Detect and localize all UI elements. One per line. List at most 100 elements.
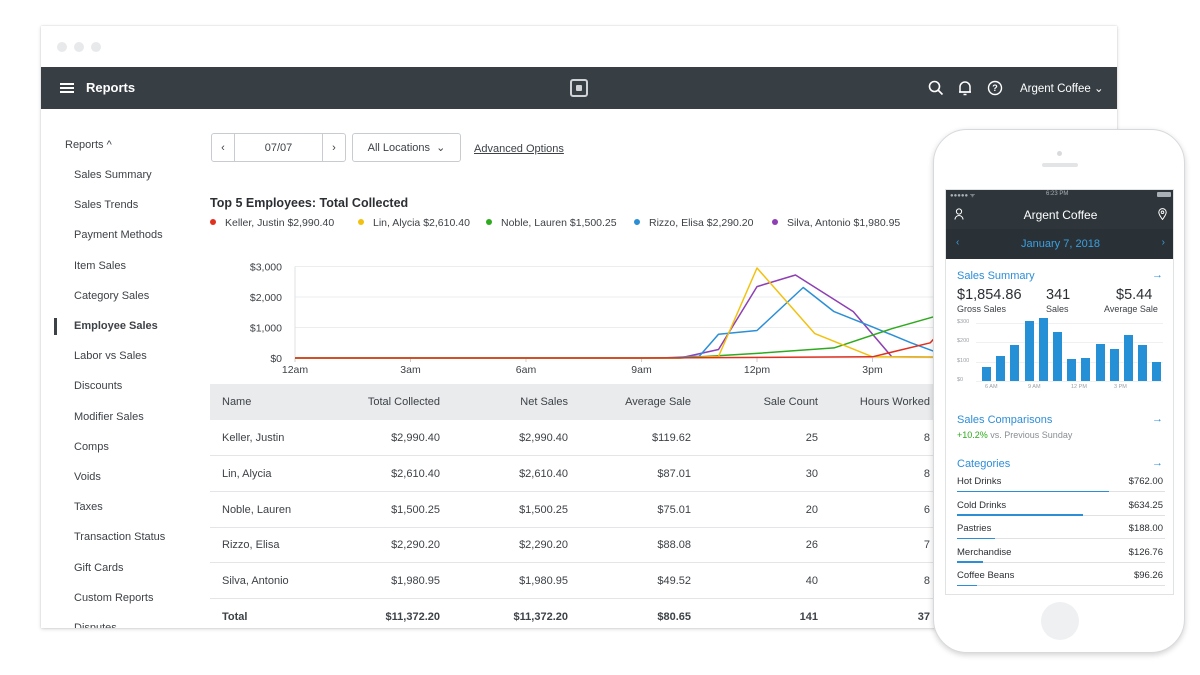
category-label[interactable]: Hot Drinks: [957, 476, 1002, 487]
phone-title: Argent Coffee: [1023, 208, 1098, 222]
status-time: 6:23 PM: [1046, 191, 1069, 197]
table-cell: $2,990.40: [391, 432, 440, 444]
total-cell: 37: [917, 611, 930, 623]
table-row[interactable]: Lin, Alycia $2,610.40 $2,610.40 $87.01 30 8: [210, 456, 970, 492]
phone-bar[interactable]: [1152, 361, 1162, 381]
legend-item[interactable]: Noble, Lauren $1,500.25: [486, 217, 617, 229]
table-row[interactable]: Noble, Lauren $1,500.25 $1,500.25 $75.01 20 6: [210, 492, 970, 528]
category-value: $188.00: [1128, 523, 1163, 534]
sidebar-item-discounts[interactable]: Discounts: [74, 380, 123, 393]
sidebar-item-payment-methods[interactable]: Payment Methods: [74, 229, 163, 242]
sidebar-item-comps[interactable]: Comps: [74, 440, 109, 453]
sidebar-item-transaction-status[interactable]: Transaction Status: [74, 531, 166, 544]
phone-bar[interactable]: [1109, 349, 1119, 381]
sidebar-item-category-sales[interactable]: Category Sales: [74, 289, 150, 302]
sales-comparisons-heading[interactable]: Sales Comparisons: [957, 414, 1053, 426]
legend-label: Keller, Justin $2,990.40: [225, 217, 335, 229]
user-icon[interactable]: [954, 208, 964, 220]
average-sale-label: Average Sale: [1104, 304, 1158, 314]
gross-sales-value: $1,854.86: [957, 287, 1022, 303]
sales-count-value: 341: [1046, 287, 1071, 303]
help-icon[interactable]: ?: [986, 79, 1004, 97]
phone-bar[interactable]: [982, 367, 991, 381]
sidebar-item-voids[interactable]: Voids: [74, 471, 101, 483]
phone-bar[interactable]: [1095, 344, 1105, 381]
sales-summary-heading[interactable]: Sales Summary: [957, 270, 1035, 282]
location-select[interactable]: All Locations ⌄: [352, 133, 461, 162]
legend-item[interactable]: Keller, Justin $2,990.40: [210, 217, 334, 229]
phone-home-button[interactable]: [1041, 602, 1079, 640]
table-total-row: Total $11,372.20 $11,372.20 $80.65 141 37: [210, 599, 970, 628]
phone-bar[interactable]: [1038, 318, 1048, 381]
phone-y-tick-label: $200: [957, 338, 970, 345]
next-date-button[interactable]: ›: [322, 133, 346, 162]
sales-summary-arrow-icon[interactable]: →: [1152, 269, 1163, 281]
category-share-bar: [957, 561, 983, 563]
phone-bar[interactable]: [1138, 345, 1148, 381]
location-pin-icon[interactable]: [1158, 208, 1167, 220]
table-cell: $1,500.25: [519, 503, 568, 516]
legend-item[interactable]: Silva, Antonio $1,980.95: [772, 217, 900, 229]
category-label[interactable]: Merchandise: [957, 546, 1012, 558]
table-row[interactable]: Rizzo, Elisa $2,290.20 $2,290.20 $88.08 26 7: [210, 527, 970, 564]
phone-bar[interactable]: [1010, 345, 1020, 381]
sidebar-item-custom-reports[interactable]: Custom Reports: [74, 591, 154, 604]
legend-item[interactable]: Lin, Alycia $2,610.40: [358, 217, 470, 229]
window-close-dot[interactable]: [57, 42, 67, 52]
date-picker[interactable]: 07/07: [234, 133, 323, 162]
phone-bar[interactable]: [1053, 331, 1062, 381]
window-chrome: [41, 26, 1117, 67]
category-label[interactable]: Coffee Beans: [957, 570, 1015, 581]
previous-day-icon[interactable]: ‹: [956, 237, 960, 248]
window-minimize-dot[interactable]: [74, 42, 84, 52]
sidebar-item-employee-sales[interactable]: Employee Sales: [74, 320, 158, 332]
search-icon[interactable]: [927, 79, 945, 97]
legend-swatch: [358, 219, 364, 225]
square-logo-icon[interactable]: [570, 79, 588, 97]
category-label[interactable]: Cold Drinks: [957, 499, 1007, 511]
legend-item[interactable]: Rizzo, Elisa $2,290.20: [634, 217, 753, 229]
next-day-icon[interactable]: ›: [1161, 237, 1165, 248]
phone-bar[interactable]: [1067, 358, 1077, 381]
categories-arrow-icon[interactable]: →: [1152, 457, 1163, 469]
signal-indicator: ●●●●● ᯤ: [950, 193, 976, 199]
sidebar-item-modifier-sales[interactable]: Modifier Sales: [74, 410, 144, 423]
location-value: All Locations: [367, 141, 431, 154]
table-cell: 40: [805, 575, 818, 588]
phone-bar[interactable]: [996, 355, 1006, 381]
sidebar-item-sales-trends[interactable]: Sales Trends: [74, 199, 139, 212]
column-header: Total Collected: [367, 396, 440, 408]
sidebar-item-labor-vs-sales[interactable]: Labor vs Sales: [74, 350, 147, 363]
sidebar-item-gift-cards[interactable]: Gift Cards: [74, 561, 124, 574]
table-cell: $49.52: [657, 575, 691, 588]
sidebar-item-taxes[interactable]: Taxes: [74, 501, 103, 514]
phone-bar[interactable]: [1081, 357, 1091, 381]
table-cell: $1,980.95: [391, 575, 440, 588]
sidebar-item-sales-summary[interactable]: Sales Summary: [74, 169, 152, 181]
previous-date-button[interactable]: ‹: [211, 133, 235, 162]
account-menu[interactable]: Argent Coffee ⌄: [1020, 81, 1104, 95]
sales-comparisons-arrow-icon[interactable]: →: [1152, 413, 1163, 425]
sidebar-item-item-sales[interactable]: Item Sales: [74, 259, 126, 272]
window-maximize-dot[interactable]: [91, 42, 101, 52]
phone-camera: [1057, 151, 1062, 156]
reports-sidebar: Reports ^ Sales Summary Sales Trends Payme…: [41, 109, 201, 628]
date-value: 07/07: [264, 141, 293, 154]
legend-label: Rizzo, Elisa $2,290.20: [649, 217, 754, 229]
sidebar-heading-reports[interactable]: Reports ^: [65, 139, 112, 151]
table-row[interactable]: Keller, Justin $2,990.40 $2,990.40 $119.62 2…: [210, 420, 970, 456]
series-line[interactable]: [295, 286, 1046, 359]
bell-icon[interactable]: [956, 79, 974, 97]
sidebar-item-disputes[interactable]: Disputes: [74, 622, 117, 628]
phone-bar[interactable]: [1124, 334, 1133, 381]
phone-date[interactable]: January 7, 2018: [1021, 238, 1100, 250]
hamburger-menu-icon[interactable]: [60, 83, 74, 93]
table-row[interactable]: Silva, Antonio $1,980.95 $1,980.95 $49.52 40…: [210, 563, 970, 600]
phone-bar[interactable]: [1024, 321, 1034, 381]
advanced-options-link[interactable]: Advanced Options: [474, 143, 564, 155]
battery-icon: [1157, 192, 1171, 197]
phone-status-bar: ●●●●● ᯤ 6:23 PM: [946, 190, 1173, 200]
categories-heading[interactable]: Categories: [957, 458, 1011, 470]
category-label[interactable]: Pastries: [957, 523, 992, 534]
